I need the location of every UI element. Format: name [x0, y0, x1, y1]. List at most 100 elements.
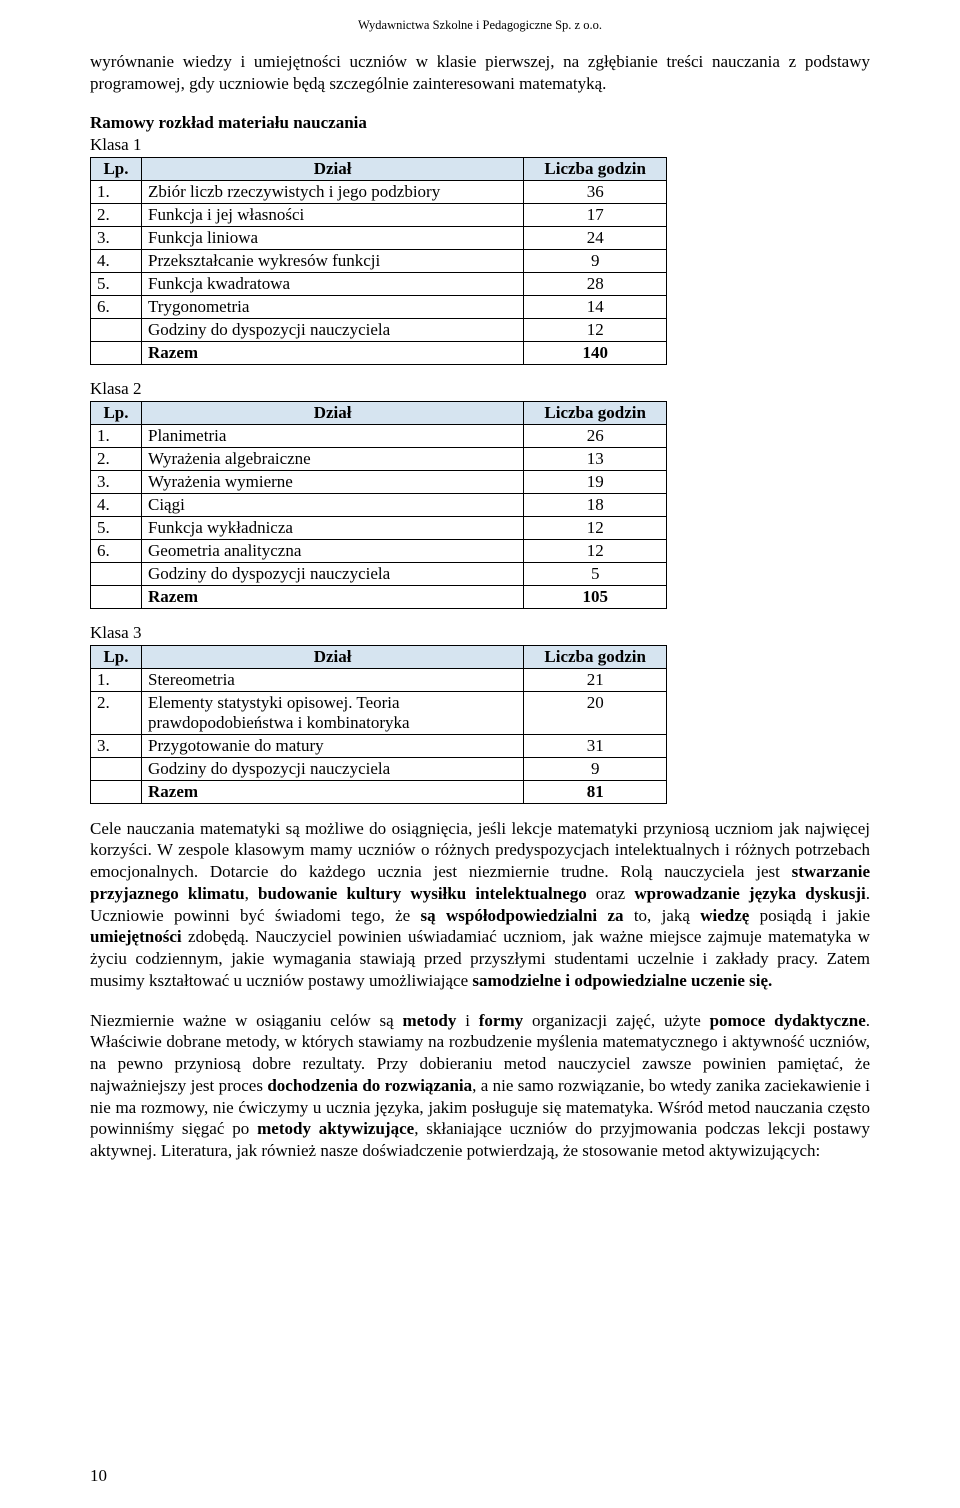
klasa1-table: Lp. Dział Liczba godzin 1.Zbiór liczb rz… — [90, 157, 667, 365]
table-row: 4.Przekształcanie wykresów funkcji9 — [91, 249, 667, 272]
cell-dzial: Wyrażenia wymierne — [142, 470, 524, 493]
cell-hours: 20 — [524, 691, 667, 734]
bold-text: samodzielne i odpowiedzialne uczenie się… — [472, 971, 772, 990]
table-row-summary: Godziny do dyspozycji nauczyciela5 — [91, 562, 667, 585]
bold-text: są współodpowiedzialni za — [421, 906, 624, 925]
bold-text: umiejętności — [90, 927, 182, 946]
cell-lp: 1. — [91, 180, 142, 203]
table-row: 2.Elementy statystyki opisowej. Teoria p… — [91, 691, 667, 734]
cell-lp: 2. — [91, 447, 142, 470]
cell-total: 140 — [524, 341, 667, 364]
col-dzial: Dział — [142, 401, 524, 424]
cell-lp: 2. — [91, 203, 142, 226]
cell-lp: 3. — [91, 470, 142, 493]
bold-text: formy — [479, 1011, 523, 1030]
cell-summary-label: Godziny do dyspozycji nauczyciela — [142, 757, 524, 780]
table-row-total: Razem140 — [91, 341, 667, 364]
cell-dzial: Zbiór liczb rzeczywistych i jego podzbio… — [142, 180, 524, 203]
table-header-row: Lp. Dział Liczba godzin — [91, 645, 667, 668]
table-row-summary: Godziny do dyspozycji nauczyciela9 — [91, 757, 667, 780]
cell-dzial: Geometria analityczna — [142, 539, 524, 562]
cell-lp: 1. — [91, 424, 142, 447]
cell-lp: 5. — [91, 516, 142, 539]
cell-lp: 3. — [91, 226, 142, 249]
cell-hours: 12 — [524, 318, 667, 341]
cell-total-label: Razem — [142, 341, 524, 364]
klasa3-label: Klasa 3 — [90, 623, 870, 643]
col-dzial: Dział — [142, 157, 524, 180]
cell-dzial: Funkcja i jej własności — [142, 203, 524, 226]
table-row: 1.Planimetria26 — [91, 424, 667, 447]
bold-text: budowanie kultury wysiłku intelektualneg… — [258, 884, 587, 903]
cell-hours: 24 — [524, 226, 667, 249]
text: i — [456, 1011, 478, 1030]
paragraph-goals: Cele nauczania matematyki są możliwe do … — [90, 818, 870, 992]
bold-text: pomoce dydaktyczne — [710, 1011, 866, 1030]
table-row: 2.Wyrażenia algebraiczne13 — [91, 447, 667, 470]
table-row: 6.Trygonometria14 — [91, 295, 667, 318]
cell-dzial: Planimetria — [142, 424, 524, 447]
publisher-header: Wydawnictwa Szkolne i Pedagogiczne Sp. z… — [90, 18, 870, 33]
col-hours: Liczba godzin — [524, 645, 667, 668]
table-row: 2.Funkcja i jej własności17 — [91, 203, 667, 226]
table-row-summary: Godziny do dyspozycji nauczyciela12 — [91, 318, 667, 341]
cell-total: 81 — [524, 780, 667, 803]
table-header-row: Lp. Dział Liczba godzin — [91, 157, 667, 180]
cell-lp — [91, 562, 142, 585]
table-row: 3.Przygotowanie do matury31 — [91, 734, 667, 757]
cell-lp: 6. — [91, 295, 142, 318]
cell-dzial: Wyrażenia algebraiczne — [142, 447, 524, 470]
cell-hours: 18 — [524, 493, 667, 516]
cell-lp: 4. — [91, 249, 142, 272]
cell-summary-label: Godziny do dyspozycji nauczyciela — [142, 562, 524, 585]
col-lp: Lp. — [91, 157, 142, 180]
klasa1-label: Klasa 1 — [90, 135, 870, 155]
cell-lp — [91, 341, 142, 364]
col-lp: Lp. — [91, 401, 142, 424]
bold-text: dochodzenia do rozwiązania — [267, 1076, 472, 1095]
cell-dzial: Stereometria — [142, 668, 524, 691]
table-row: 5.Funkcja kwadratowa28 — [91, 272, 667, 295]
table-row: 6.Geometria analityczna12 — [91, 539, 667, 562]
cell-lp — [91, 585, 142, 608]
cell-lp — [91, 757, 142, 780]
table-row-total: Razem81 — [91, 780, 667, 803]
col-dzial: Dział — [142, 645, 524, 668]
cell-lp: 3. — [91, 734, 142, 757]
text: oraz — [587, 884, 635, 903]
cell-lp: 4. — [91, 493, 142, 516]
table-row: 1.Stereometria21 — [91, 668, 667, 691]
table-header-row: Lp. Dział Liczba godzin — [91, 401, 667, 424]
cell-hours: 28 — [524, 272, 667, 295]
klasa2-table: Lp. Dział Liczba godzin 1.Planimetria26 … — [90, 401, 667, 609]
cell-hours: 12 — [524, 539, 667, 562]
bold-text: metody — [403, 1011, 457, 1030]
col-hours: Liczba godzin — [524, 401, 667, 424]
cell-hours: 12 — [524, 516, 667, 539]
text: , — [245, 884, 258, 903]
bold-text: wiedzę — [700, 906, 749, 925]
cell-lp: 1. — [91, 668, 142, 691]
cell-lp: 2. — [91, 691, 142, 734]
cell-lp: 6. — [91, 539, 142, 562]
cell-hours: 14 — [524, 295, 667, 318]
cell-hours: 5 — [524, 562, 667, 585]
cell-hours: 26 — [524, 424, 667, 447]
klasa2-label: Klasa 2 — [90, 379, 870, 399]
cell-dzial: Funkcja liniowa — [142, 226, 524, 249]
paragraph-methods: Niezmiernie ważne w osiąganiu celów są m… — [90, 1010, 870, 1162]
intro-paragraph: wyrównanie wiedzy i umiejętności uczniów… — [90, 51, 870, 95]
cell-dzial: Funkcja wykładnicza — [142, 516, 524, 539]
text: posiądą i jakie — [749, 906, 870, 925]
section-heading: Ramowy rozkład materiału nauczania — [90, 113, 870, 133]
table-row: 3.Wyrażenia wymierne19 — [91, 470, 667, 493]
cell-dzial: Trygonometria — [142, 295, 524, 318]
cell-lp — [91, 780, 142, 803]
cell-lp — [91, 318, 142, 341]
cell-hours: 36 — [524, 180, 667, 203]
cell-hours: 19 — [524, 470, 667, 493]
cell-dzial: Ciągi — [142, 493, 524, 516]
text: Niezmiernie ważne w osiąganiu celów są — [90, 1011, 403, 1030]
cell-lp: 5. — [91, 272, 142, 295]
table-row: 4.Ciągi18 — [91, 493, 667, 516]
